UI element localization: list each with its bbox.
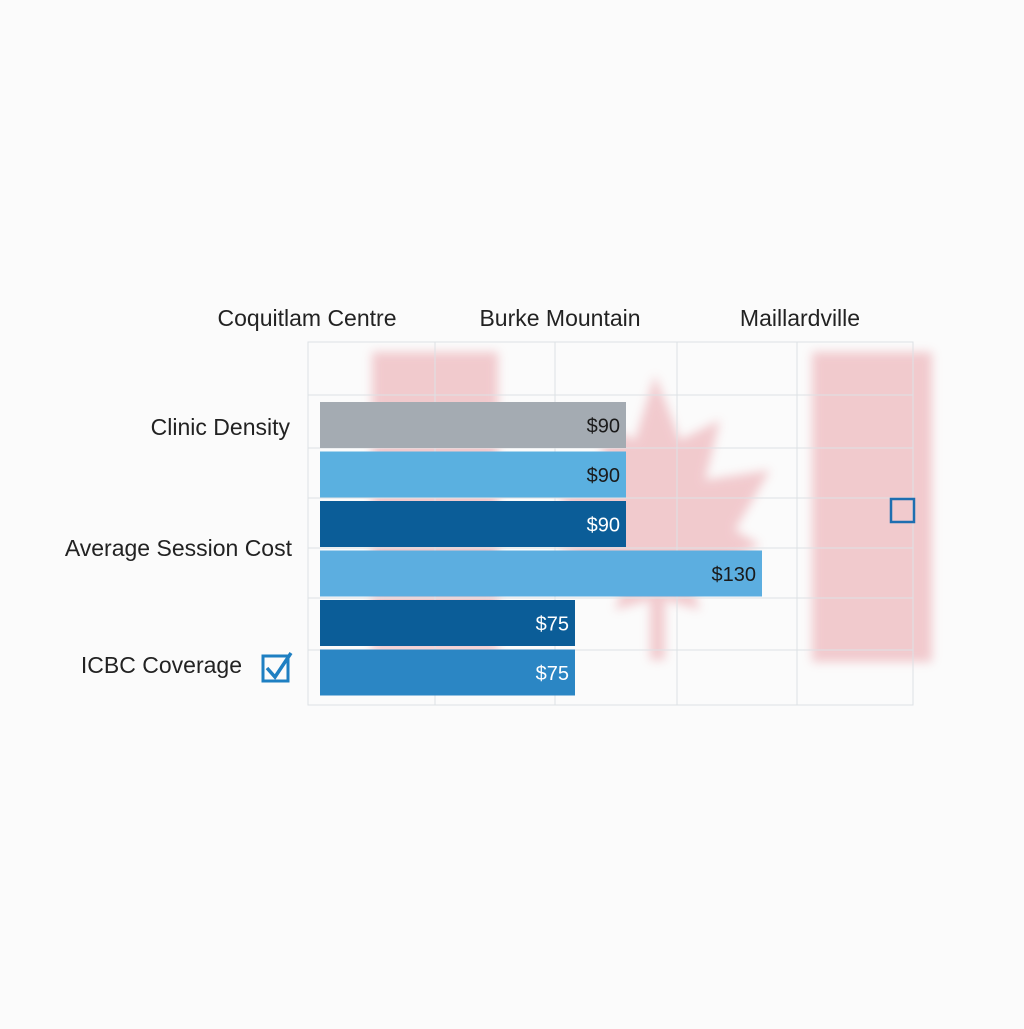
value-label: $90: [587, 514, 620, 536]
column-label: Maillardville: [740, 305, 860, 331]
value-label: $90: [587, 415, 620, 437]
value-label: $90: [587, 465, 620, 487]
checkbox-icon: [889, 497, 916, 524]
bar: [320, 501, 626, 547]
value-label: $75: [536, 663, 569, 685]
column-label: Coquitlam Centre: [218, 305, 397, 331]
checkbox-icon: [261, 652, 293, 683]
bar: [320, 451, 626, 498]
bar: [320, 649, 575, 696]
value-label: $75: [536, 613, 569, 635]
grid-frame: [307, 341, 914, 706]
column-label: Burke Mountain: [479, 305, 640, 331]
bar: [320, 550, 762, 597]
bar: [320, 600, 575, 646]
bar: [320, 402, 626, 448]
row-label: Average Session Cost: [65, 535, 293, 561]
row-label: Clinic Density: [151, 414, 291, 440]
row-label: ICBC Coverage: [81, 652, 242, 678]
value-label: $130: [712, 564, 757, 586]
